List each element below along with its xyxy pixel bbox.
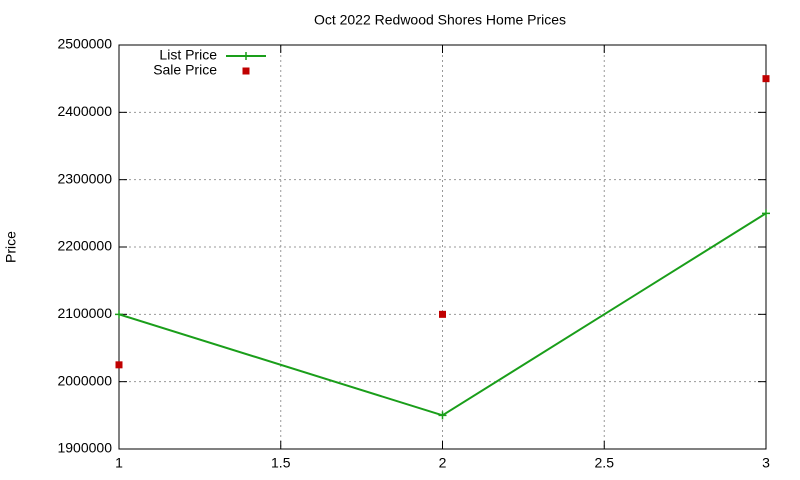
legend-marker bbox=[242, 67, 250, 75]
point bbox=[439, 310, 446, 318]
y-axis-label: Price bbox=[3, 231, 19, 263]
x-tick-label: 1 bbox=[115, 455, 123, 471]
y-tick-label: 2000000 bbox=[57, 372, 112, 388]
plot-border bbox=[118, 44, 767, 450]
x-tick-label: 1.5 bbox=[271, 455, 291, 471]
x-tick-label: 3 bbox=[762, 455, 770, 471]
point bbox=[115, 310, 123, 319]
legend-marker bbox=[242, 52, 250, 60]
x-tick-label: 2.5 bbox=[595, 455, 615, 471]
point bbox=[438, 411, 447, 420]
y-tick-label: 1900000 bbox=[57, 440, 112, 456]
y-tick-label: 2200000 bbox=[57, 238, 112, 254]
y-tick-label: 2300000 bbox=[57, 170, 112, 186]
y-tick-label: 2500000 bbox=[57, 36, 112, 52]
y-tick-label: 2100000 bbox=[57, 305, 112, 321]
point bbox=[762, 209, 770, 218]
y-tick-label: 2400000 bbox=[57, 103, 112, 119]
legend-label: Sale Price bbox=[153, 62, 217, 78]
x-tick-label: 2 bbox=[439, 455, 447, 471]
chart-title: Oct 2022 Redwood Shores Home Prices bbox=[314, 12, 566, 28]
legend-label: List Price bbox=[159, 47, 217, 63]
point bbox=[115, 361, 123, 369]
point bbox=[762, 75, 770, 83]
